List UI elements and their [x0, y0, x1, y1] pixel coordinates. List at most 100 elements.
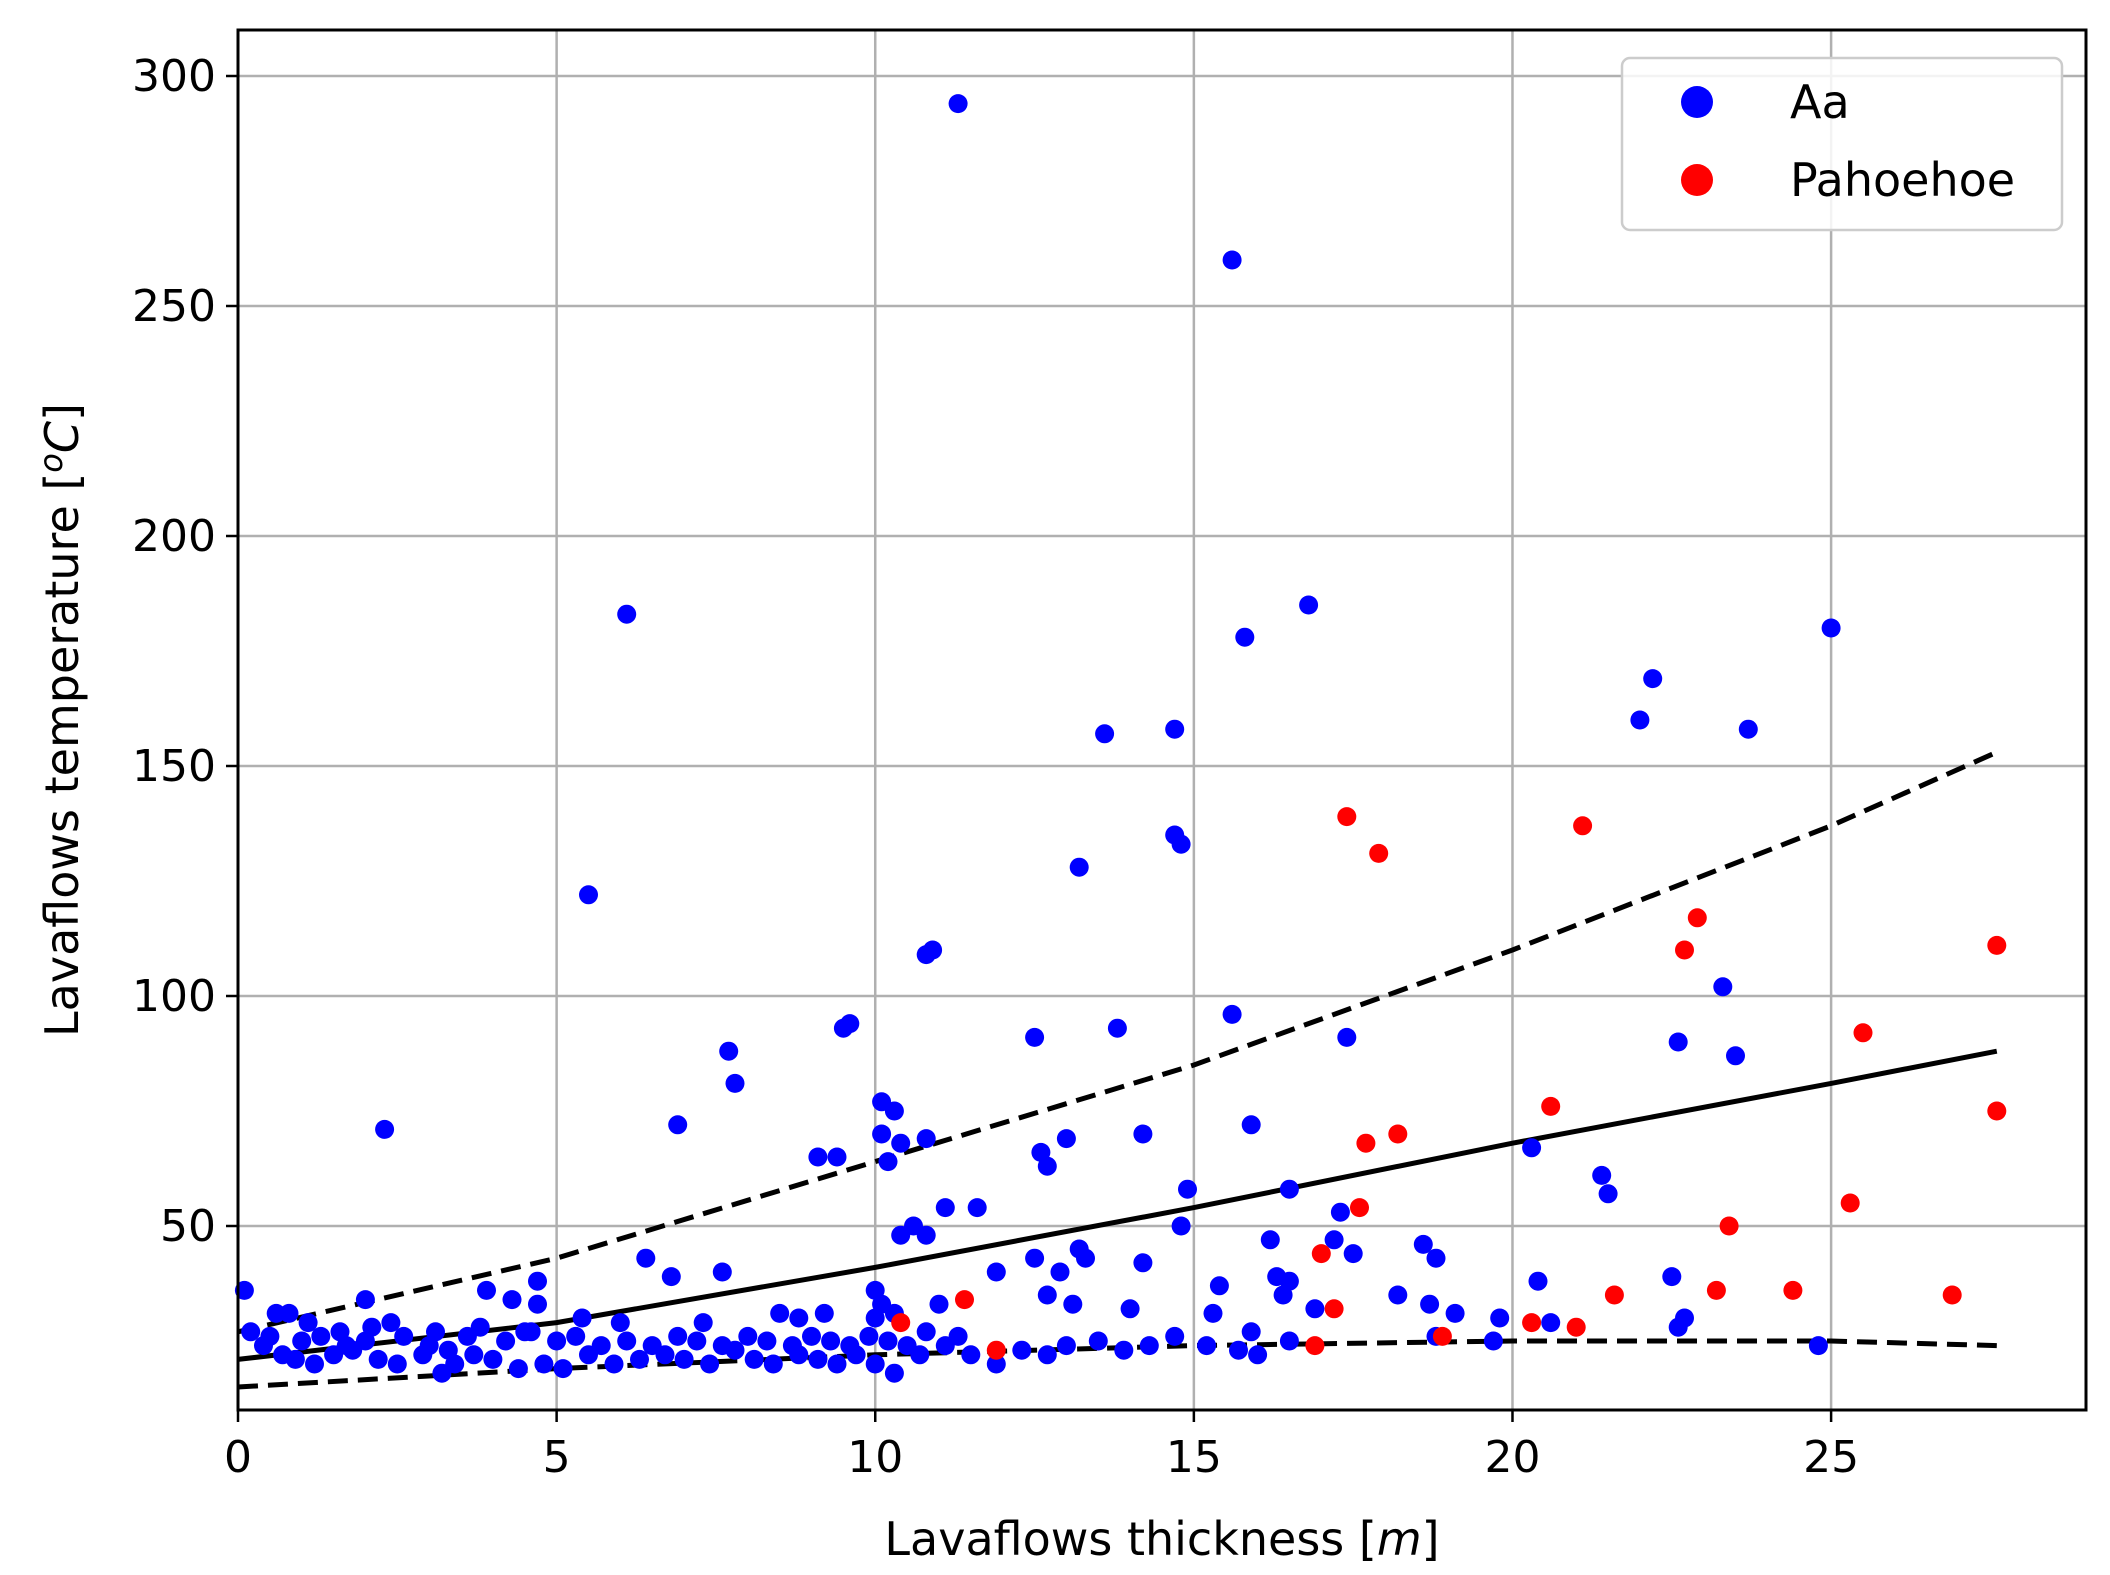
x-axis-title-prefix: Lavaflows thickness [	[884, 1512, 1376, 1566]
aa-point	[1330, 1202, 1350, 1222]
y-tick-label: 150	[132, 741, 216, 792]
aa-point	[693, 1313, 713, 1333]
aa-point	[744, 1349, 764, 1369]
aa-point	[642, 1336, 662, 1356]
pahoehoe-point	[1706, 1280, 1726, 1300]
aa-point	[1222, 250, 1242, 270]
aa-point	[687, 1331, 707, 1351]
aa-point	[547, 1331, 567, 1351]
legend-box	[1620, 56, 2064, 232]
grid-lines	[236, 30, 2086, 1410]
aa-point	[375, 1119, 395, 1139]
y-tick-label: 300	[132, 51, 216, 102]
x-tick-label: 25	[1803, 1432, 1859, 1483]
aa-point	[986, 1262, 1006, 1282]
aa-point	[1025, 1248, 1045, 1268]
aa-point	[1133, 1253, 1153, 1273]
aa-point	[1305, 1299, 1325, 1319]
aa-point	[668, 1326, 688, 1346]
aa-point	[260, 1326, 280, 1346]
aa-point	[528, 1271, 547, 1291]
x-tick-label: 10	[847, 1432, 903, 1483]
aa-point	[292, 1331, 312, 1351]
aa-point	[1273, 1285, 1293, 1305]
aa-point	[336, 1336, 356, 1356]
aa-point	[1171, 1216, 1191, 1236]
aa-point	[986, 1354, 1006, 1374]
aa-point	[266, 1303, 286, 1323]
pahoehoe-point	[1432, 1326, 1452, 1346]
aa-point	[502, 1290, 522, 1310]
aa-point	[763, 1354, 783, 1374]
aa-point	[1675, 1308, 1694, 1328]
aa-point	[1426, 1248, 1446, 1268]
x-tick-label: 15	[1166, 1432, 1222, 1483]
pahoehoe-point	[1987, 935, 2007, 955]
aa-point	[1299, 595, 1319, 615]
aa-point	[1165, 719, 1185, 739]
aa-point	[1808, 1336, 1828, 1356]
pahoehoe-point	[1675, 940, 1694, 960]
aa-point	[916, 1322, 936, 1342]
pahoehoe-point	[1840, 1193, 1860, 1213]
y-axis-ticks: 50 100 150 200 250 300	[132, 51, 238, 1252]
aa-point	[1662, 1267, 1682, 1287]
aa-point	[821, 1331, 841, 1351]
aa-point	[1668, 1032, 1688, 1052]
x-tick-label: 5	[543, 1432, 571, 1483]
aa-point	[808, 1349, 828, 1369]
aa-point	[311, 1326, 331, 1346]
aa-point	[1279, 1179, 1299, 1199]
aa-point	[961, 1345, 981, 1365]
aa-point	[1738, 719, 1758, 739]
aa-point	[1388, 1285, 1408, 1305]
aa-point	[234, 1280, 254, 1300]
aa-point	[738, 1326, 758, 1346]
pahoehoe-point	[1987, 1101, 2007, 1121]
data-points	[234, 94, 2007, 1383]
aa-point	[298, 1313, 318, 1333]
aa-point	[1063, 1294, 1083, 1314]
aa-point	[508, 1359, 528, 1379]
aa-point	[1598, 1184, 1618, 1204]
aa-point	[872, 1124, 892, 1144]
aa-point	[1088, 1331, 1108, 1351]
aa-point	[891, 1225, 911, 1245]
pahoehoe-point	[891, 1313, 911, 1333]
aa-point	[241, 1322, 261, 1342]
aa-point	[1260, 1230, 1280, 1250]
aa-point	[712, 1336, 732, 1356]
aa-point	[1012, 1340, 1032, 1360]
pahoehoe-point	[1350, 1198, 1369, 1218]
y-axis-title-sup: o	[32, 453, 70, 473]
pahoehoe-point	[1522, 1313, 1542, 1333]
aa-point	[1037, 1156, 1057, 1176]
aa-point	[948, 94, 968, 114]
aa-point	[355, 1331, 375, 1351]
pahoehoe-point	[1853, 1023, 1873, 1043]
pahoehoe-point	[955, 1290, 974, 1310]
aa-point	[1120, 1299, 1140, 1319]
aa-point	[457, 1326, 477, 1346]
plot-frame	[236, 28, 2088, 1412]
aa-point	[833, 1018, 853, 1038]
fit-lines	[237, 749, 1998, 1390]
aa-point	[521, 1322, 541, 1342]
aa-point	[1037, 1345, 1057, 1365]
aa-point	[1050, 1262, 1070, 1282]
pahoehoe-point	[1719, 1216, 1739, 1236]
aa-point	[1235, 627, 1255, 647]
aa-point	[827, 1354, 847, 1374]
aa-point	[387, 1354, 407, 1374]
aa-point	[808, 1147, 828, 1167]
aa-point	[617, 1331, 637, 1351]
aa-point	[1229, 1340, 1248, 1360]
aa-point	[661, 1267, 681, 1287]
x-tick-label: 20	[1484, 1432, 1540, 1483]
aa-point	[1343, 1244, 1363, 1264]
aa-point	[865, 1354, 885, 1374]
aa-point	[916, 945, 936, 965]
aa-point	[878, 1152, 898, 1172]
aa-point	[1541, 1313, 1561, 1333]
aa-point	[1197, 1336, 1217, 1356]
